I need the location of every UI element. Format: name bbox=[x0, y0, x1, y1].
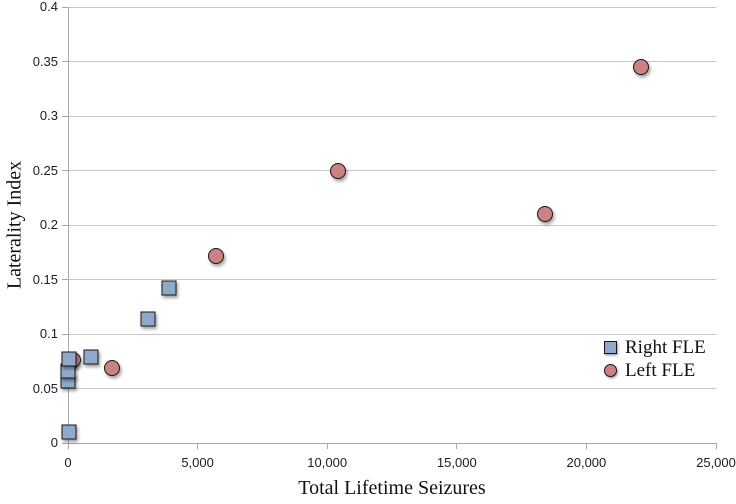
y-tick-mark bbox=[62, 279, 68, 280]
y-axis-line bbox=[67, 7, 69, 443]
x-tick-label: 5,000 bbox=[181, 455, 214, 470]
point-left-fle bbox=[536, 206, 553, 223]
point-right-fle bbox=[161, 280, 177, 296]
legend: Right FLE Left FLE bbox=[604, 336, 706, 382]
gridline bbox=[68, 170, 716, 171]
y-tick-mark bbox=[62, 333, 68, 335]
y-tick-mark bbox=[62, 6, 68, 8]
x-tick-mark bbox=[585, 443, 587, 449]
gridline bbox=[68, 61, 716, 62]
y-tick-label: 0.3 bbox=[39, 108, 58, 123]
y-tick-label: 0.35 bbox=[32, 53, 58, 69]
y-tick-mark bbox=[62, 224, 68, 226]
x-tick-label: 15,000 bbox=[436, 455, 477, 470]
square-marker-icon bbox=[604, 341, 617, 354]
y-tick-mark bbox=[62, 170, 68, 171]
point-left-fle bbox=[104, 359, 121, 376]
gridline bbox=[68, 388, 716, 389]
x-tick-mark bbox=[67, 443, 69, 449]
point-right-fle bbox=[61, 351, 77, 367]
x-axis-title: Total Lifetime Seizures bbox=[298, 477, 486, 499]
x-axis-line bbox=[68, 442, 716, 444]
point-left-fle bbox=[207, 247, 224, 264]
legend-item-left-fle: Left FLE bbox=[604, 359, 706, 382]
y-tick-label: 0.15 bbox=[32, 271, 58, 287]
y-tick-label: 0 bbox=[50, 435, 58, 450]
y-tick-mark bbox=[62, 61, 68, 62]
gridline bbox=[68, 6, 716, 8]
x-tick-label: 10,000 bbox=[307, 455, 348, 470]
y-tick-mark bbox=[62, 442, 68, 444]
gridline bbox=[68, 115, 716, 117]
legend-label: Right FLE bbox=[625, 337, 706, 358]
legend-item-right-fle: Right FLE bbox=[604, 336, 706, 359]
y-tick-label: 0.2 bbox=[39, 217, 58, 232]
y-tick-mark bbox=[62, 115, 68, 117]
point-right-fle bbox=[83, 349, 99, 365]
gridline bbox=[68, 333, 716, 335]
y-tick-mark bbox=[62, 388, 68, 389]
y-tick-label: 0.25 bbox=[32, 162, 58, 178]
y-tick-label: 0.05 bbox=[32, 380, 58, 396]
x-tick-label: 0 bbox=[64, 455, 72, 470]
point-right-fle bbox=[140, 311, 156, 327]
point-left-fle bbox=[329, 162, 346, 179]
x-tick-mark bbox=[326, 443, 328, 449]
x-tick-mark bbox=[715, 443, 717, 449]
y-tick-label: 0.4 bbox=[39, 0, 58, 14]
x-tick-mark bbox=[197, 443, 199, 449]
x-tick-label: 25,000 bbox=[696, 455, 736, 470]
gridline bbox=[68, 224, 716, 226]
y-tick-label: 0.1 bbox=[39, 326, 58, 341]
gridline bbox=[68, 279, 716, 280]
point-left-fle bbox=[632, 58, 649, 75]
point-right-fle bbox=[61, 424, 77, 440]
circle-marker-icon bbox=[604, 364, 617, 377]
x-tick-mark bbox=[456, 443, 458, 449]
legend-label: Left FLE bbox=[625, 360, 696, 381]
x-tick-label: 20,000 bbox=[566, 455, 607, 470]
